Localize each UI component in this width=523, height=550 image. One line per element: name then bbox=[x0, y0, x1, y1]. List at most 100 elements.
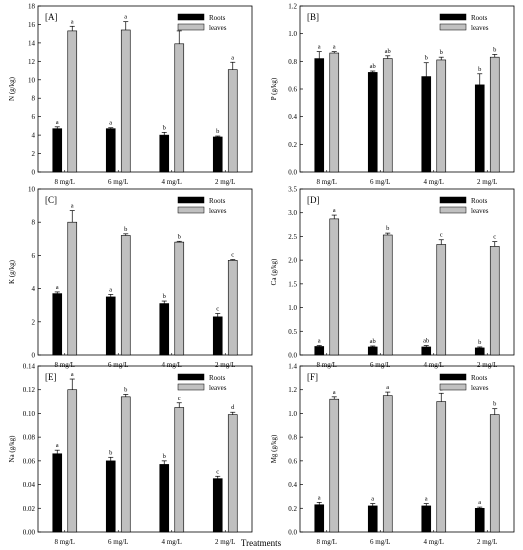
bar-roots bbox=[421, 346, 432, 356]
plot-frame bbox=[299, 365, 515, 533]
bar-roots bbox=[105, 128, 116, 173]
y-tick-label: 2.0 bbox=[288, 257, 297, 265]
legend-swatch bbox=[439, 206, 467, 214]
legend-label: leaves bbox=[209, 24, 227, 32]
x-tick-label: 4 mg/L bbox=[162, 538, 182, 546]
significance-letter: c bbox=[216, 306, 219, 313]
bar-leaves bbox=[67, 389, 78, 533]
y-tick-label: 16 bbox=[28, 21, 36, 29]
legend-label: Roots bbox=[209, 197, 226, 205]
bar-roots bbox=[367, 72, 378, 173]
legend-swatch bbox=[177, 23, 205, 31]
y-tick-label: 2 bbox=[32, 150, 36, 158]
y-tick-label: 3.5 bbox=[288, 186, 297, 194]
y-tick-label: 0.0 bbox=[288, 352, 297, 360]
bar-leaves bbox=[120, 396, 131, 533]
legend-swatch bbox=[439, 13, 467, 21]
significance-letter: b bbox=[493, 46, 496, 53]
y-axis-title: P (g/kg) bbox=[270, 77, 278, 100]
y-tick-label: 8 bbox=[32, 95, 36, 103]
significance-letter: a bbox=[71, 18, 74, 25]
significance-letter: a bbox=[109, 286, 112, 293]
y-tick-label: 4 bbox=[32, 132, 36, 140]
panel-e: 0.00 0.02 0.04 0.06 0.08 0.10 0.12 0.14 Na (g/kg… bbox=[8, 363, 253, 546]
x-tick-label: 2 mg/L bbox=[477, 361, 497, 369]
bar-leaves bbox=[489, 414, 500, 533]
legend-swatch bbox=[439, 373, 467, 381]
panel-f: 0.0 0.2 0.4 0.6 0.8 1.0 1.2 1.4 Mg (g/kg) [F] 8 mg… bbox=[270, 363, 515, 546]
significance-letter: a bbox=[124, 14, 127, 21]
legend-label: leaves bbox=[471, 24, 489, 32]
bar-leaves bbox=[120, 29, 131, 173]
bar-roots bbox=[212, 316, 223, 356]
legend-swatch bbox=[177, 13, 205, 21]
x-tick-label: 6 mg/L bbox=[370, 361, 390, 369]
y-tick-label: 0.2 bbox=[288, 505, 297, 513]
bar-roots bbox=[159, 303, 170, 356]
y-tick-label: 0.6 bbox=[288, 457, 297, 465]
significance-letter: b bbox=[163, 293, 166, 300]
bar-leaves bbox=[489, 246, 500, 356]
x-tick-label: 4 mg/L bbox=[424, 361, 444, 369]
panel-c: 0 2 4 6 8 10 K (g/kg) [C] 8 mg/L a a 6 mg/L a b 4 mg/L… bbox=[8, 186, 253, 369]
bar-roots bbox=[105, 460, 116, 533]
y-tick-label: 6 bbox=[32, 252, 36, 260]
bar-leaves bbox=[489, 56, 500, 173]
x-tick-label: 6 mg/L bbox=[108, 538, 128, 546]
legend-label: Roots bbox=[209, 14, 226, 22]
x-axis-title: Treatments bbox=[241, 538, 282, 548]
bar-leaves bbox=[174, 241, 185, 356]
significance-letter: a bbox=[56, 119, 59, 126]
y-tick-label: 0.8 bbox=[288, 434, 297, 442]
y-axis-title: Ca (g/kg) bbox=[270, 258, 278, 285]
bar-roots bbox=[474, 347, 485, 356]
y-tick-label: 10 bbox=[28, 186, 36, 194]
bar-leaves bbox=[227, 69, 238, 173]
y-tick-label: 0.0 bbox=[288, 529, 297, 537]
significance-letter: b bbox=[425, 55, 428, 62]
bar-leaves bbox=[436, 244, 447, 356]
significance-letter: ab bbox=[385, 48, 391, 55]
y-tick-label: 2.5 bbox=[288, 233, 297, 241]
significance-letter: a bbox=[333, 207, 336, 214]
significance-letter: b bbox=[216, 128, 219, 135]
x-tick-label: 2 mg/L bbox=[477, 178, 497, 186]
significance-letter: b bbox=[124, 226, 127, 233]
panel-label: [F] bbox=[307, 372, 318, 382]
significance-letter: a bbox=[425, 496, 428, 503]
significance-letter: ab bbox=[370, 63, 376, 70]
y-tick-label: 12 bbox=[28, 58, 36, 66]
y-tick-label: 14 bbox=[28, 39, 36, 47]
significance-letter: b bbox=[440, 49, 443, 56]
bar-leaves bbox=[382, 58, 393, 173]
x-tick-label: 6 mg/L bbox=[370, 538, 390, 546]
bar-leaves bbox=[436, 59, 447, 173]
panel-b: 0.0 0.2 0.4 0.6 0.8 1.0 1.2 P (g/kg) [B] 8 mg/L a a… bbox=[270, 3, 515, 186]
legend-label: leaves bbox=[209, 207, 227, 215]
x-tick-label: 4 mg/L bbox=[162, 361, 182, 369]
legend-swatch bbox=[177, 373, 205, 381]
significance-letter: b bbox=[109, 449, 112, 456]
significance-letter: a bbox=[56, 442, 59, 449]
bar-leaves bbox=[174, 43, 185, 173]
significance-letter: c bbox=[216, 468, 219, 475]
legend-swatch bbox=[177, 206, 205, 214]
y-tick-label: 0.4 bbox=[288, 481, 297, 489]
x-tick-label: 2 mg/L bbox=[477, 538, 497, 546]
y-tick-label: 0.6 bbox=[288, 86, 297, 94]
legend-swatch bbox=[439, 23, 467, 31]
y-tick-label: 0 bbox=[32, 352, 36, 360]
y-tick-label: 8 bbox=[32, 219, 36, 227]
y-axis-title: K (g/kg) bbox=[8, 259, 16, 284]
significance-letter: c bbox=[440, 232, 443, 239]
bar-roots bbox=[421, 505, 432, 533]
bar-leaves bbox=[67, 30, 78, 173]
x-tick-label: 6 mg/L bbox=[370, 178, 390, 186]
significance-letter: b bbox=[478, 66, 481, 73]
x-tick-label: 2 mg/L bbox=[215, 178, 235, 186]
x-tick-label: 8 mg/L bbox=[55, 178, 75, 186]
significance-letter: a bbox=[386, 384, 389, 391]
significance-letter: a bbox=[318, 494, 321, 501]
bar-roots bbox=[314, 346, 325, 356]
significance-letter: a bbox=[318, 338, 321, 345]
